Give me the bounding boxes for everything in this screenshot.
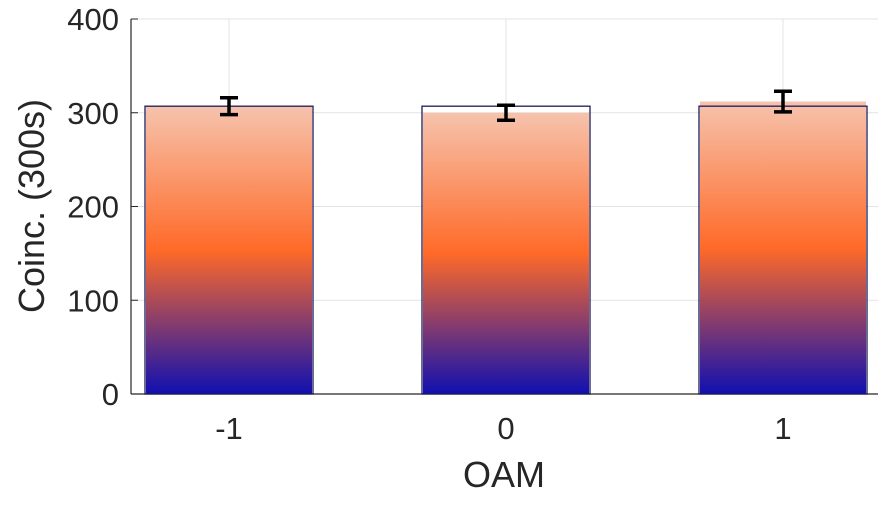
y-tick-label: 300 <box>67 96 119 131</box>
bar <box>146 106 312 394</box>
x-axis-label: OAM <box>463 454 545 495</box>
bar <box>700 101 866 394</box>
x-tick-labels: -1 0 1 <box>215 411 791 446</box>
x-tick-label: -1 <box>215 411 243 446</box>
y-tick-label: 0 <box>102 377 119 412</box>
y-tick-label: 400 <box>67 2 119 37</box>
y-tick-label: 100 <box>67 283 119 318</box>
y-tick-label: 200 <box>67 190 119 225</box>
error-bars <box>220 89 792 122</box>
y-tick-labels: 0 100 200 300 400 <box>67 2 119 412</box>
x-tick-label: 1 <box>774 411 791 446</box>
bars <box>144 101 868 395</box>
x-tick-label: 0 <box>497 411 514 446</box>
y-axis-label: Coinc. (300s) <box>11 99 52 313</box>
bar <box>423 112 589 394</box>
